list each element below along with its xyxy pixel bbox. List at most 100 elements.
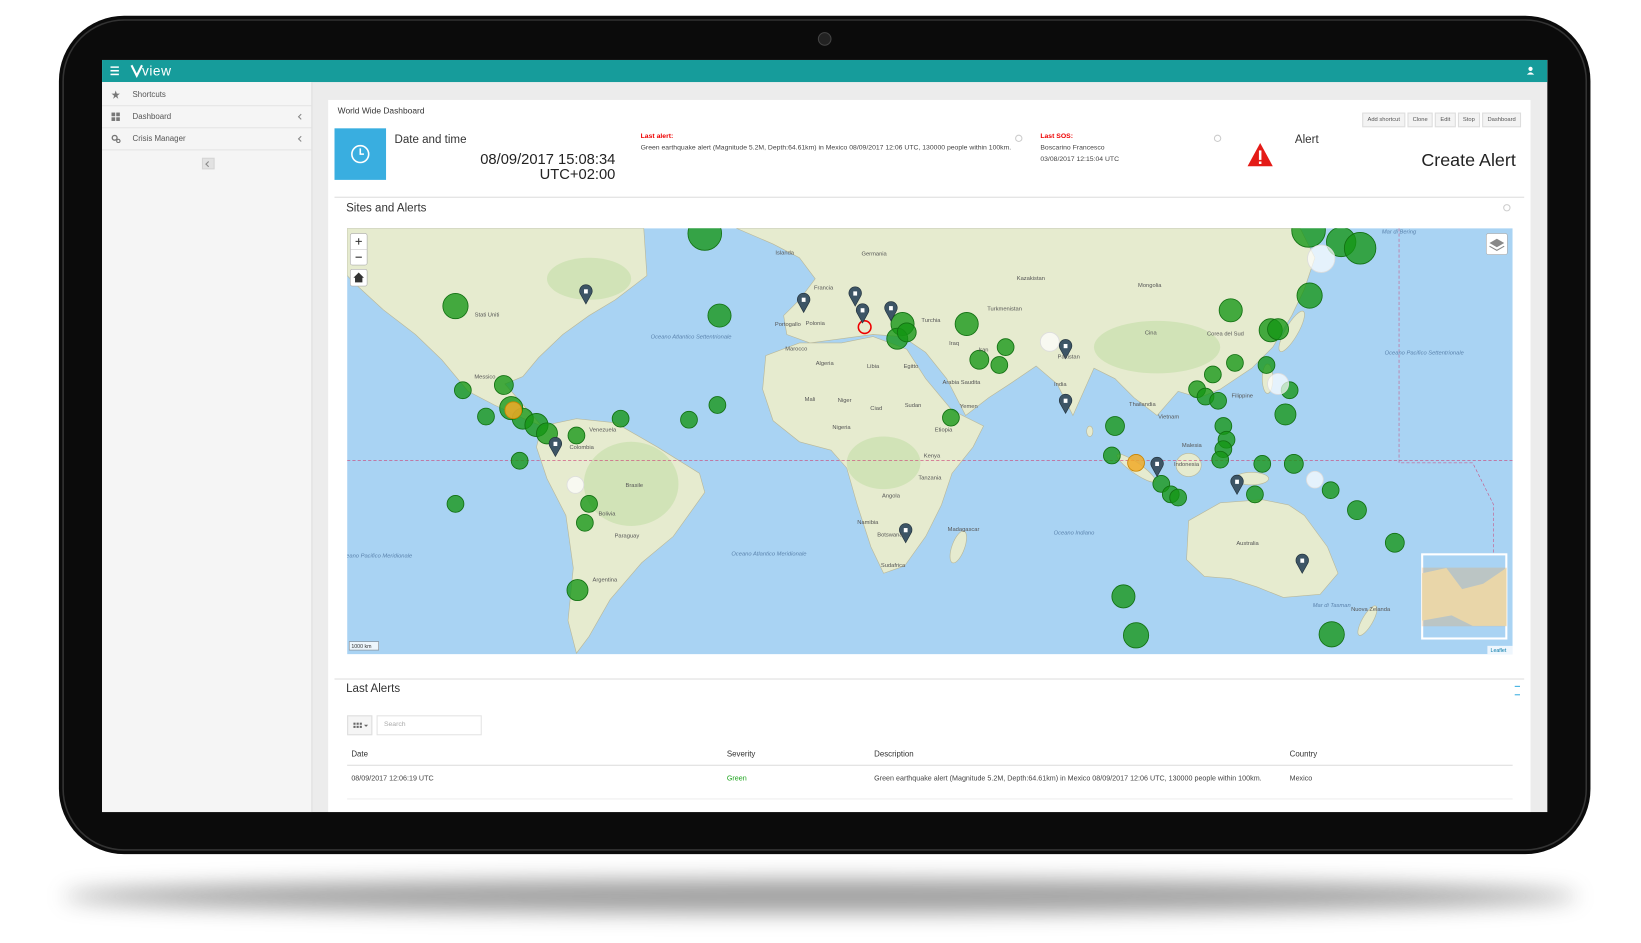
alert-marker[interactable] <box>1321 481 1340 500</box>
country-label: Portogallo <box>775 322 801 328</box>
create-alert[interactable]: Create Alert <box>1421 150 1516 171</box>
country-label: Mongolia <box>1138 283 1162 289</box>
alert-marker[interactable] <box>1257 356 1276 374</box>
datetime-value: 08/09/2017 15:08:34 <box>480 150 616 168</box>
site-pin[interactable] <box>1058 393 1073 415</box>
toolbar-button[interactable]: Dashboard <box>1482 112 1522 128</box>
alert-marker[interactable] <box>580 495 598 513</box>
alert-marker[interactable] <box>1105 416 1125 436</box>
alert-marker[interactable] <box>1318 621 1345 648</box>
country-label: Sudan <box>905 403 922 409</box>
site-pin[interactable] <box>579 284 593 305</box>
ocean-label: Oceano Atlantico Meridionale <box>731 551 806 557</box>
alert-marker[interactable] <box>687 228 723 251</box>
country-label: Libia <box>867 364 880 370</box>
alert-marker[interactable] <box>996 338 1015 356</box>
site-pin-icon <box>853 291 858 296</box>
alert-marker[interactable] <box>454 381 472 400</box>
toolbar-button[interactable]: Edit <box>1435 112 1456 128</box>
alert-marker[interactable] <box>707 303 732 328</box>
site-pin[interactable] <box>1150 456 1164 478</box>
alert-marker-white[interactable] <box>1039 331 1060 352</box>
alert-marker[interactable] <box>1226 354 1244 372</box>
alert-marker[interactable] <box>510 451 529 470</box>
alert-marker-orange[interactable] <box>1127 454 1145 472</box>
alert-marker[interactable] <box>442 293 469 320</box>
home-button[interactable] <box>349 268 368 287</box>
alert-marker[interactable] <box>942 408 960 427</box>
alert-marker[interactable] <box>1253 455 1272 473</box>
toolbar-button[interactable]: Clone <box>1407 112 1433 128</box>
site-pin[interactable] <box>855 303 870 324</box>
country-label: Nuova Zelanda <box>1351 607 1391 613</box>
collapse-button[interactable] <box>201 157 215 170</box>
alert-marker[interactable] <box>477 407 495 426</box>
table-cell: Green <box>726 775 747 783</box>
alert-marker[interactable] <box>566 579 589 602</box>
map-labels: Stati Uniti Messico Colombia Venezuela Brasi… <box>347 230 1464 614</box>
attribution[interactable]: Leaflet <box>1491 648 1507 654</box>
alert-marker[interactable] <box>969 349 990 370</box>
alert-marker[interactable] <box>1267 318 1289 341</box>
alert-marker[interactable] <box>1169 488 1187 507</box>
hourglass <box>1514 685 1520 696</box>
alert-marker[interactable] <box>1218 298 1243 323</box>
site-pin[interactable] <box>848 286 862 307</box>
site-pin[interactable] <box>884 301 898 322</box>
alert-marker[interactable] <box>493 375 514 395</box>
alert-marker[interactable] <box>611 409 630 428</box>
user-icon[interactable] <box>1526 66 1535 75</box>
toolbar-button[interactable]: Add shortcut <box>1362 112 1406 128</box>
sidebar: Shortcuts Dashboard Crisis Manager <box>102 82 313 813</box>
alert-marker[interactable] <box>1384 532 1405 553</box>
search-box[interactable]: Search <box>376 715 482 736</box>
sidebar-item[interactable]: Crisis Manager <box>102 128 312 151</box>
alert-marker[interactable] <box>1296 282 1323 309</box>
alert-marker[interactable] <box>680 410 698 429</box>
alert-marker[interactable] <box>1204 365 1222 384</box>
alert-marker[interactable] <box>990 356 1009 374</box>
search-placeholder: Search <box>383 720 406 728</box>
alert-marker[interactable] <box>567 426 586 445</box>
alert-marker[interactable] <box>1123 622 1150 649</box>
sidebar-item[interactable]: Dashboard <box>102 106 312 129</box>
site-pin[interactable] <box>797 292 811 314</box>
toolbar-button[interactable]: Stop <box>1457 112 1481 128</box>
alert-marker-orange[interactable] <box>504 401 523 420</box>
site-pin[interactable] <box>1295 553 1309 574</box>
sos-marker[interactable] <box>857 320 872 335</box>
alert-marker[interactable] <box>576 513 594 532</box>
alert-marker[interactable] <box>1211 450 1230 469</box>
alert-marker[interactable] <box>1343 232 1377 265</box>
alert-marker[interactable] <box>1246 485 1264 504</box>
country-label: Cina <box>1145 331 1158 337</box>
sidebar-item[interactable]: Shortcuts <box>102 84 312 107</box>
map[interactable]: Stati Uniti Messico Colombia Venezuela Brasi… <box>347 228 1513 655</box>
site-pin[interactable] <box>899 523 913 544</box>
alert-marker[interactable] <box>1209 391 1227 410</box>
alert-marker[interactable] <box>1103 446 1121 465</box>
alert-marker[interactable] <box>708 396 727 414</box>
columns-button[interactable] <box>347 715 373 736</box>
layers-button[interactable] <box>1486 233 1508 255</box>
menu-icon[interactable] <box>110 66 121 76</box>
site-pin[interactable] <box>548 436 563 458</box>
alert-marker[interactable] <box>446 495 465 513</box>
alert-marker[interactable] <box>1291 228 1326 248</box>
site-pin[interactable] <box>1230 474 1244 496</box>
zoom-in[interactable] <box>355 238 362 245</box>
alert-marker[interactable] <box>1283 454 1304 474</box>
alert-marker[interactable] <box>1347 500 1367 521</box>
alert-marker[interactable] <box>1274 403 1297 426</box>
alert-marker-white[interactable] <box>1267 373 1289 395</box>
alert-marker-white[interactable] <box>1306 470 1324 489</box>
site-pin[interactable] <box>1058 339 1073 360</box>
logo: view <box>142 63 172 79</box>
alert-marker-white[interactable] <box>1307 244 1336 273</box>
alert-marker[interactable] <box>896 322 917 343</box>
ocean-label: Oceano Pacifico Meridionale <box>347 554 412 560</box>
last-sos-date: 03/08/2017 12:15:04 UTC <box>1040 155 1120 164</box>
alert-marker[interactable] <box>954 311 979 336</box>
alert-marker-white[interactable] <box>566 476 585 494</box>
alert-marker[interactable] <box>1111 584 1136 609</box>
